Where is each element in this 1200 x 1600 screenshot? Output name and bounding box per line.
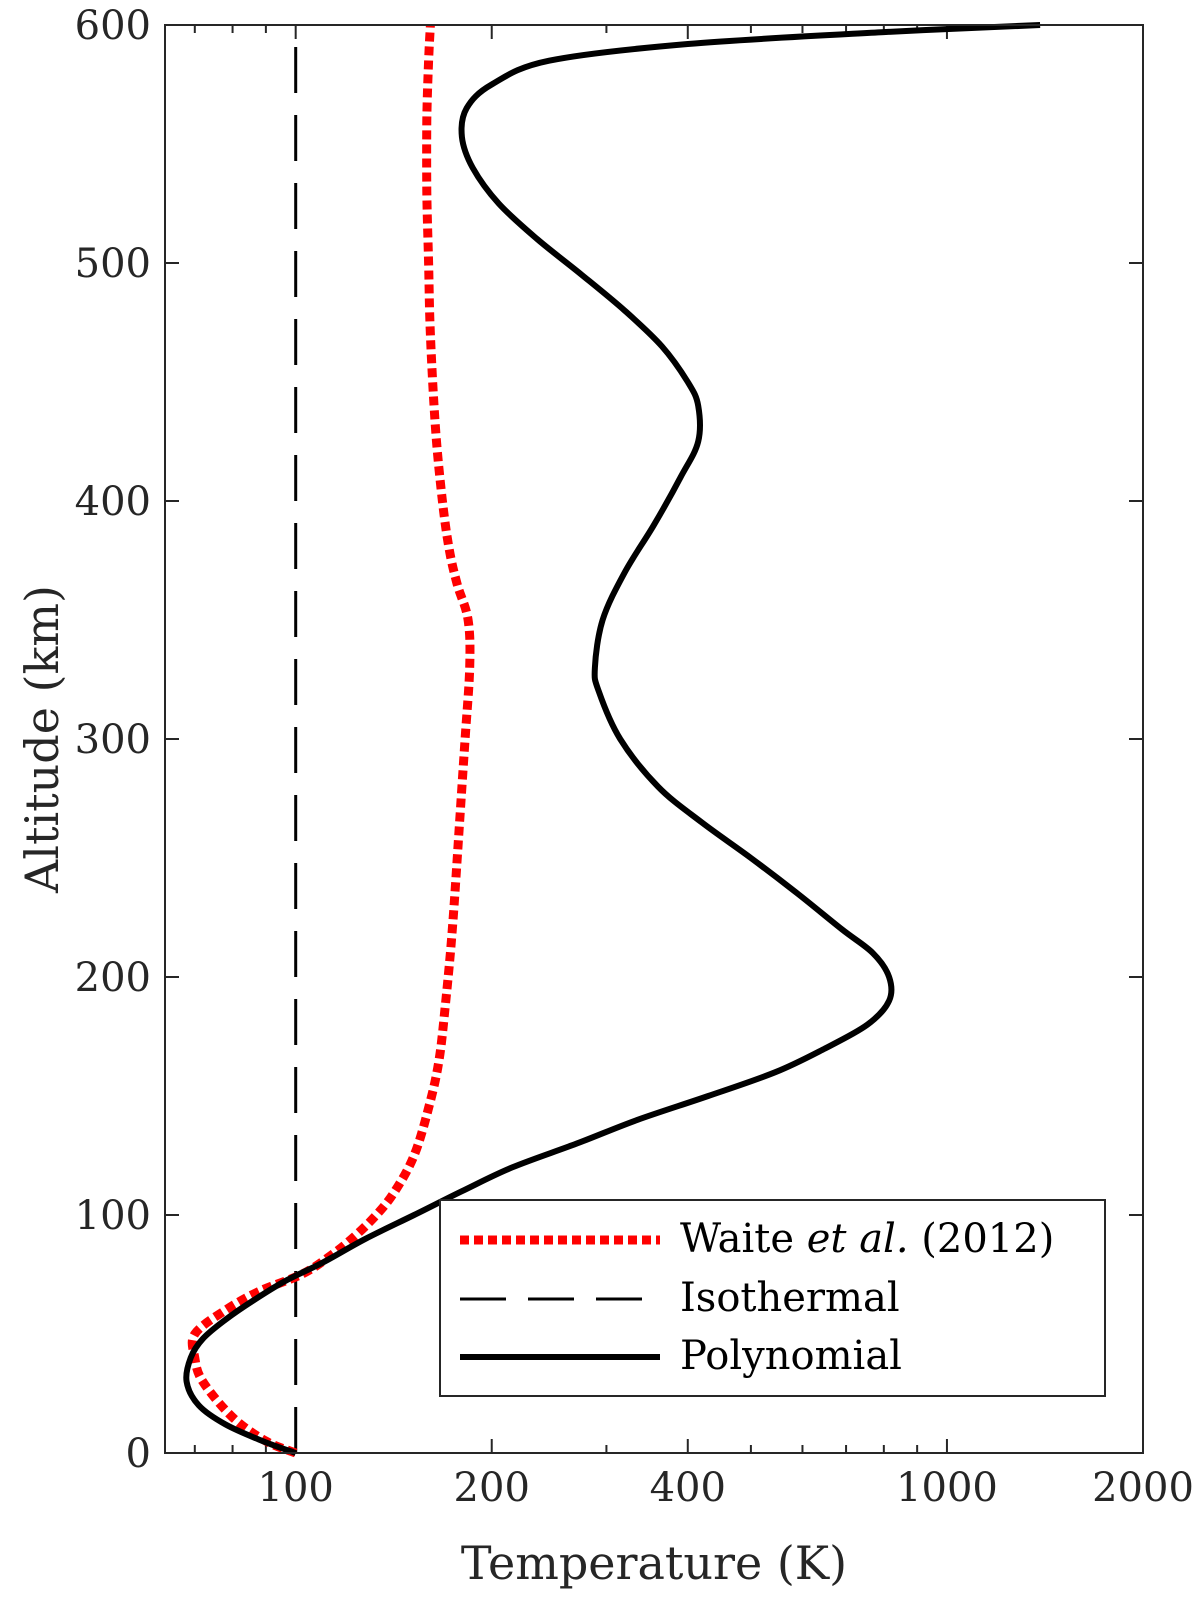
legend-label-polynomial: Polynomial — [680, 1333, 902, 1379]
legend-label-isothermal: Isothermal — [680, 1275, 900, 1321]
y-tick-label: 400 — [75, 479, 151, 525]
series-waite-2012 — [187, 24, 475, 1458]
x-axis-label: Temperature (K) — [461, 1536, 847, 1590]
plot-frame — [164, 24, 1144, 1454]
x-tick-label: 100 — [258, 1465, 334, 1511]
x-tick-label: 1000 — [896, 1465, 998, 1511]
legend-label-waite-year: (2012) — [909, 1216, 1055, 1262]
tick-labels: 100 200 400 1000 2000 0 100 200 300 400 500 600 — [75, 3, 1194, 1511]
y-tick-label: 200 — [75, 955, 151, 1001]
legend-label-waite-etal: et al. — [807, 1216, 909, 1262]
y-axis-label: Altitude (km) — [15, 585, 69, 894]
y-tick-label: 0 — [126, 1431, 151, 1477]
y-tick-label: 100 — [75, 1193, 151, 1239]
legend: Waite et al. (2012) Isothermal Polynomia… — [439, 1199, 1106, 1397]
y-tick-label: 600 — [75, 3, 151, 49]
legend-label-waite-author: Waite — [680, 1216, 807, 1262]
x-tick-label: 2000 — [1092, 1465, 1194, 1511]
series-layer — [183, 22, 1041, 1458]
y-tick-label: 500 — [75, 241, 151, 287]
x-tick-label: 200 — [454, 1465, 530, 1511]
y-tick-label: 300 — [75, 717, 151, 763]
legend-label-waite: Waite et al. (2012) — [680, 1216, 1054, 1262]
x-tick-label: 400 — [650, 1465, 726, 1511]
series-polynomial — [183, 22, 1041, 1456]
